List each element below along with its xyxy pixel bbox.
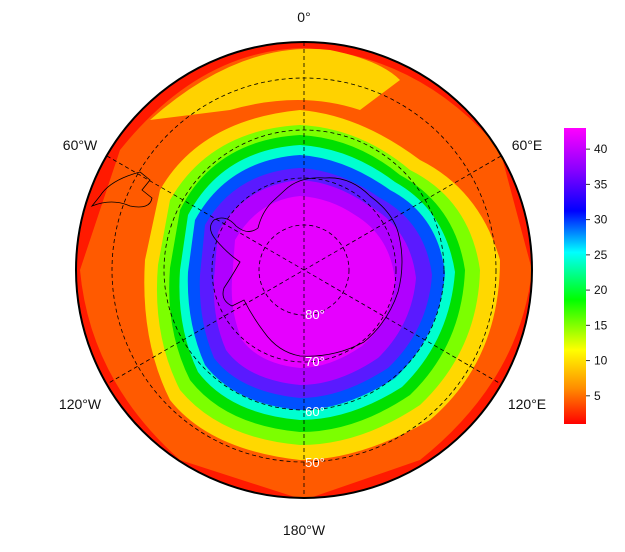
south-america-coastline bbox=[90, 171, 153, 208]
colorbar: 40 35 30 25 20 15 10 5 bbox=[564, 128, 608, 424]
lon-label-upper-left: 60°W bbox=[63, 137, 98, 153]
colorbar-tick-label-10: 10 bbox=[594, 354, 608, 368]
meridian-60e-120w bbox=[106, 155, 502, 385]
antarctica-coastline bbox=[210, 177, 403, 357]
colorbar-gradient bbox=[564, 128, 586, 424]
band-magenta bbox=[231, 196, 395, 368]
lat-label-50: 50° bbox=[305, 455, 325, 470]
lon-label-lower-right: 120°E bbox=[508, 396, 546, 412]
lat-label-70: 70° bbox=[305, 354, 325, 369]
graticule bbox=[106, 42, 502, 498]
lon-label-bottom: 180°W bbox=[283, 522, 326, 538]
colorbar-ticks: 40 35 30 25 20 15 10 5 bbox=[586, 142, 608, 403]
lon-label-lower-left: 120°W bbox=[59, 396, 102, 412]
colorbar-tick-label-25: 25 bbox=[594, 248, 608, 262]
lat-circle-70 bbox=[211, 177, 397, 363]
lat-label-80: 80° bbox=[305, 307, 325, 322]
colorbar-tick-label-30: 30 bbox=[594, 213, 608, 227]
colorbar-tick-label-5: 5 bbox=[594, 389, 601, 403]
colorbar-tick-label-35: 35 bbox=[594, 177, 608, 191]
lon-label-upper-right: 60°E bbox=[512, 137, 543, 153]
colorbar-tick-label-20: 20 bbox=[594, 283, 608, 297]
lat-label-60: 60° bbox=[305, 404, 325, 419]
band-yellow-patch bbox=[150, 48, 400, 120]
colorbar-tick-label-40: 40 bbox=[594, 142, 608, 156]
lon-label-top: 0° bbox=[297, 9, 310, 25]
colorbar-tick-label-15: 15 bbox=[594, 318, 608, 332]
data-field bbox=[76, 42, 532, 498]
map-border bbox=[75, 41, 533, 499]
